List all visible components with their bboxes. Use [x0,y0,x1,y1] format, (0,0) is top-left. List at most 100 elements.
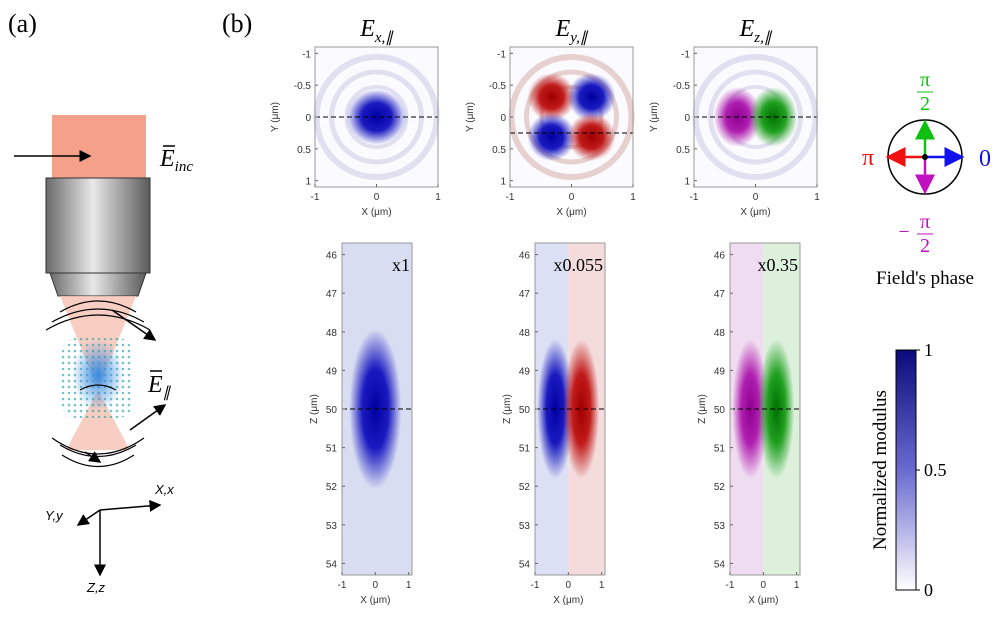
title-symbol: E [739,16,755,42]
x-tick-label: 0 [761,580,767,591]
y-tick-label: 51 [714,444,726,455]
y-axis-label: Y (μm) [649,102,660,132]
y-axis-label: Z (μm) [309,394,320,424]
y-axis-label: Z (μm) [697,394,708,424]
y-tick-label: 51 [326,444,338,455]
title-subscript: z,∥ [753,30,773,46]
y-tick-label: 49 [326,366,338,377]
focal-spot [72,339,124,411]
phase-down-num: π [920,211,930,233]
y-tick-label: 54 [714,559,726,570]
colorbar-tick-label: 0.5 [924,460,947,480]
phase-down-sign: − [898,221,909,243]
y-tick-label: 53 [326,521,338,532]
y-tick-label: 1 [500,177,506,188]
y-tick-label: 0 [684,113,690,124]
y-axis-label: Z (μm) [502,394,513,424]
panel-label: (b) [222,9,252,38]
x-tick-label: 0 [374,192,380,203]
colorbar [895,349,917,591]
x-tick-label: -1 [690,192,699,203]
x-axis-label: X (μm) [740,207,770,218]
x-axis-label: X (μm) [556,207,586,218]
phase-left: π [862,145,874,171]
x-axis-label: X (μm) [360,595,390,606]
y-tick-label: 47 [326,289,338,300]
field-lobe [563,339,600,479]
title-symbol: E [359,16,375,42]
column-title: Ey,∥ [555,16,589,46]
x-tick-label: -1 [531,580,540,591]
y-tick-label: 1 [684,177,690,188]
scale-factor: x0.35 [758,255,799,275]
objective-tip [49,272,147,297]
parallel-field: E∥ [147,372,172,401]
title-symbol: E [555,16,571,42]
x-tick-label: 1 [435,192,441,203]
y-tick-label: 51 [519,444,531,455]
scale-factor: x0.055 [554,255,604,275]
y-tick-label: 49 [519,366,531,377]
x-tick-label: 0 [373,580,379,591]
y-tick-label: 1 [305,177,311,188]
y-tick-label: 52 [714,482,726,493]
column-title: Ez,∥ [739,16,773,46]
y-tick-label: 46 [326,251,338,262]
y-tick-label: 46 [714,251,726,262]
x-axis-label: X (μm) [553,595,583,606]
x-tick-label: -1 [506,192,515,203]
colorbar-tick-label: 1 [924,340,933,360]
field-lobe [567,73,616,121]
y-tick-label: 50 [519,405,531,416]
phase-down-den: 2 [920,235,930,257]
y-tick-label: 0 [305,113,311,124]
colorbar-label: Normalized modulus [870,390,891,550]
y-tick-label: -0.5 [673,81,691,92]
field-lobe [346,89,407,145]
colorbar-tick-label: 0 [924,580,933,600]
beam [52,115,146,179]
y-tick-label: 53 [519,521,531,532]
x-axis-label: X (μm) [361,207,391,218]
x-tick-label: 1 [630,192,636,203]
y-tick-label: 47 [519,289,531,300]
incident-field: Einc [159,146,193,175]
axis-label: X,x [154,482,174,497]
map-ring [524,69,619,165]
title-subscript: x,∥ [374,30,394,46]
phase-up-den: 2 [920,93,930,115]
y-tick-label: -0.5 [294,81,312,92]
y-tick-label: 0.5 [492,145,506,156]
y-tick-label: -1 [302,49,311,60]
axis-label: Z,z [86,580,106,595]
x-tick-label: 1 [794,580,800,591]
y-tick-label: 0 [500,113,506,124]
y-tick-label: 50 [326,405,338,416]
x-tick-label: -1 [338,580,347,591]
phase-arrows [885,119,965,195]
y-axis-label: Y (μm) [270,102,281,132]
y-tick-label: 48 [326,328,338,339]
x-tick-label: 0 [569,192,575,203]
x-tick-label: 1 [814,192,820,203]
phase-origin [922,154,928,160]
y-tick-label: 48 [519,328,531,339]
objective [45,177,151,274]
y-tick-label: 0.5 [676,145,690,156]
field-lobe [527,73,576,121]
y-tick-label: 54 [326,559,338,570]
field-lobe [567,113,616,161]
y-tick-label: 53 [714,521,726,532]
y-tick-label: 46 [519,251,531,262]
x-tick-label: 0 [753,192,759,203]
y-tick-label: 48 [714,328,726,339]
y-tick-label: 54 [519,559,531,570]
y-tick-label: 52 [326,482,338,493]
y-tick-label: 49 [714,366,726,377]
x-tick-label: -1 [311,192,320,203]
x-tick-label: 0 [566,580,572,591]
phase-right: 0 [979,146,991,172]
x-tick-label: 1 [599,580,605,591]
y-tick-label: -1 [681,49,690,60]
panel-label: (a) [8,9,37,38]
